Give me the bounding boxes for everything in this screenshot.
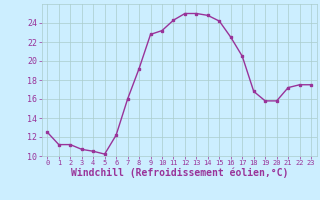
X-axis label: Windchill (Refroidissement éolien,°C): Windchill (Refroidissement éolien,°C) — [70, 168, 288, 178]
